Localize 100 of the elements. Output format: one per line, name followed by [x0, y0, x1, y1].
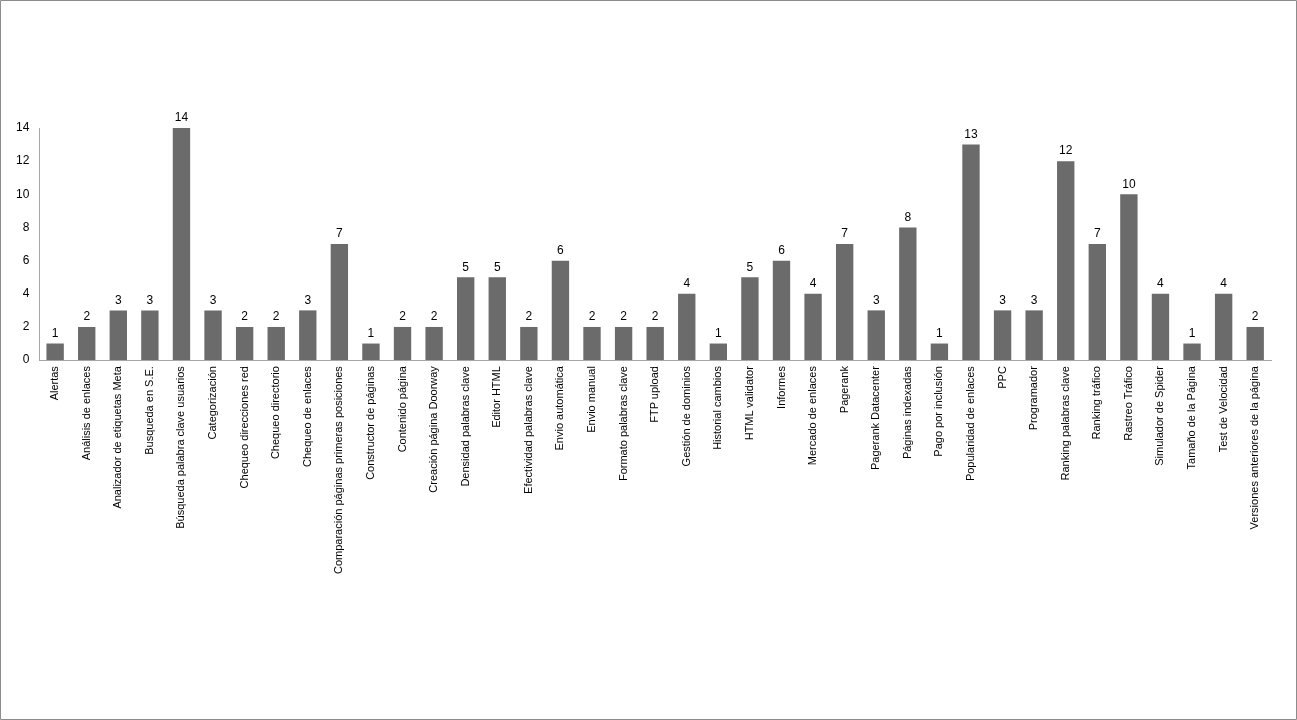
bar — [804, 293, 822, 361]
bar — [1246, 326, 1264, 361]
y-tick-label: 10 — [15, 186, 30, 201]
data-label: 8 — [904, 209, 912, 224]
x-tick-label: Ranking palabras clave — [1058, 366, 1071, 481]
bar — [109, 310, 127, 361]
x-tick-label: Tamaño de la Página — [1185, 365, 1198, 470]
data-label: 3 — [304, 292, 312, 307]
x-tick-label: Analizador de etiquetas Meta — [111, 365, 124, 509]
bar — [1214, 293, 1233, 361]
data-label: 7 — [336, 226, 344, 241]
bar — [1025, 310, 1043, 361]
bar — [46, 343, 64, 361]
bar — [741, 277, 759, 361]
bar — [235, 326, 254, 361]
x-tick-label: Envio automática — [553, 365, 566, 451]
bar — [1120, 194, 1138, 361]
x-tick-label: Densidad palabras clave — [458, 366, 471, 487]
x-tick-label: Popularidad de enlaces — [964, 365, 977, 482]
x-tick-label: Comparación páginas primeras posiciones — [332, 365, 345, 575]
data-label: 2 — [272, 309, 280, 324]
x-tick-label: FTP upload — [648, 366, 661, 423]
data-label: 3 — [1030, 292, 1038, 307]
data-label: 1 — [1188, 325, 1196, 340]
x-tick-label: Informes — [774, 365, 787, 409]
x-tick-label: Rastreo Tráfico — [1121, 366, 1134, 441]
y-tick-label: 14 — [15, 120, 30, 135]
data-label: 1 — [936, 325, 944, 340]
data-label: 3 — [209, 292, 217, 307]
x-tick-label: Pagerank Datacenter — [869, 365, 882, 471]
data-label: 2 — [588, 309, 596, 324]
data-label: 4 — [809, 276, 817, 291]
bar — [646, 326, 664, 361]
bar — [772, 260, 791, 361]
bar — [141, 310, 159, 361]
bar — [583, 326, 601, 361]
x-tick-label: Constructor de páginas — [363, 365, 376, 480]
bar — [1183, 343, 1201, 361]
data-label: 2 — [1251, 309, 1259, 324]
bar — [330, 244, 349, 361]
data-label: 7 — [841, 226, 849, 241]
y-tick-label: 0 — [22, 352, 30, 367]
x-tick-label: Busqueda en S.E. — [142, 366, 155, 455]
bar — [488, 277, 506, 361]
data-label: 2 — [241, 309, 249, 324]
x-tick-label: HTML validator — [742, 365, 755, 441]
data-label: 2 — [430, 309, 438, 324]
x-tick-label: Chequeo de enlaces — [300, 365, 313, 468]
bar — [393, 326, 412, 361]
data-label: 5 — [462, 259, 470, 274]
x-tick-label: Editor HTML — [490, 366, 503, 428]
x-tick-label: Categorización — [206, 366, 219, 440]
bar — [267, 326, 285, 361]
y-tick-label: 6 — [22, 252, 30, 267]
x-tick-label: Páginas indexadas — [900, 365, 913, 460]
data-label: 13 — [964, 126, 978, 141]
bar — [930, 343, 949, 361]
y-tick-label: 12 — [15, 153, 30, 168]
bar — [709, 343, 728, 361]
bar — [172, 128, 191, 361]
bar — [299, 310, 317, 361]
x-tick-label: Formato palabras clave — [616, 366, 629, 482]
x-tick-label: Análisis de enlaces — [79, 365, 92, 461]
x-tick-label: Gestión de dominios — [679, 365, 692, 467]
y-tick-label: 8 — [22, 219, 30, 234]
bar — [551, 260, 570, 361]
x-tick-label: Alertas — [48, 365, 61, 401]
x-tick-label: PPC — [995, 366, 1008, 389]
data-label: 14 — [174, 110, 189, 125]
data-label: 4 — [1157, 276, 1165, 291]
data-label: 1 — [367, 325, 375, 340]
data-label: 10 — [1122, 176, 1136, 191]
data-label: 2 — [525, 309, 533, 324]
bar — [425, 326, 443, 361]
x-tick-label: Creación página Doorway — [427, 365, 440, 493]
bar — [1151, 293, 1170, 361]
bar — [204, 310, 222, 361]
data-label: 3 — [114, 292, 122, 307]
bar — [678, 293, 696, 361]
y-tick-label: 2 — [22, 319, 30, 334]
x-tick-label: Test de Velocidad — [1216, 366, 1229, 453]
bar — [520, 326, 538, 361]
data-label: 12 — [1059, 143, 1073, 158]
data-label: 6 — [557, 242, 565, 257]
x-tick-label: Ranking tráfico — [1090, 366, 1103, 440]
x-tick-label: Pago por inclusión — [932, 366, 945, 457]
data-label: 2 — [399, 309, 407, 324]
data-label: 3 — [146, 292, 154, 307]
data-label: 7 — [1093, 226, 1101, 241]
bar — [899, 227, 917, 361]
x-tick-label: Programador — [1027, 365, 1040, 431]
x-tick-label: Búsqueda palabra clave usuarios — [174, 365, 187, 529]
data-label: 6 — [778, 242, 786, 257]
data-label: 2 — [620, 309, 628, 324]
x-tick-label: Efectividad palabras clave — [521, 366, 534, 494]
bar — [1057, 161, 1075, 361]
data-label: 5 — [493, 259, 501, 274]
x-tick-label: Envio manual — [585, 366, 598, 433]
data-label: 4 — [1220, 276, 1228, 291]
x-tick-label: Contenido página — [395, 365, 408, 453]
